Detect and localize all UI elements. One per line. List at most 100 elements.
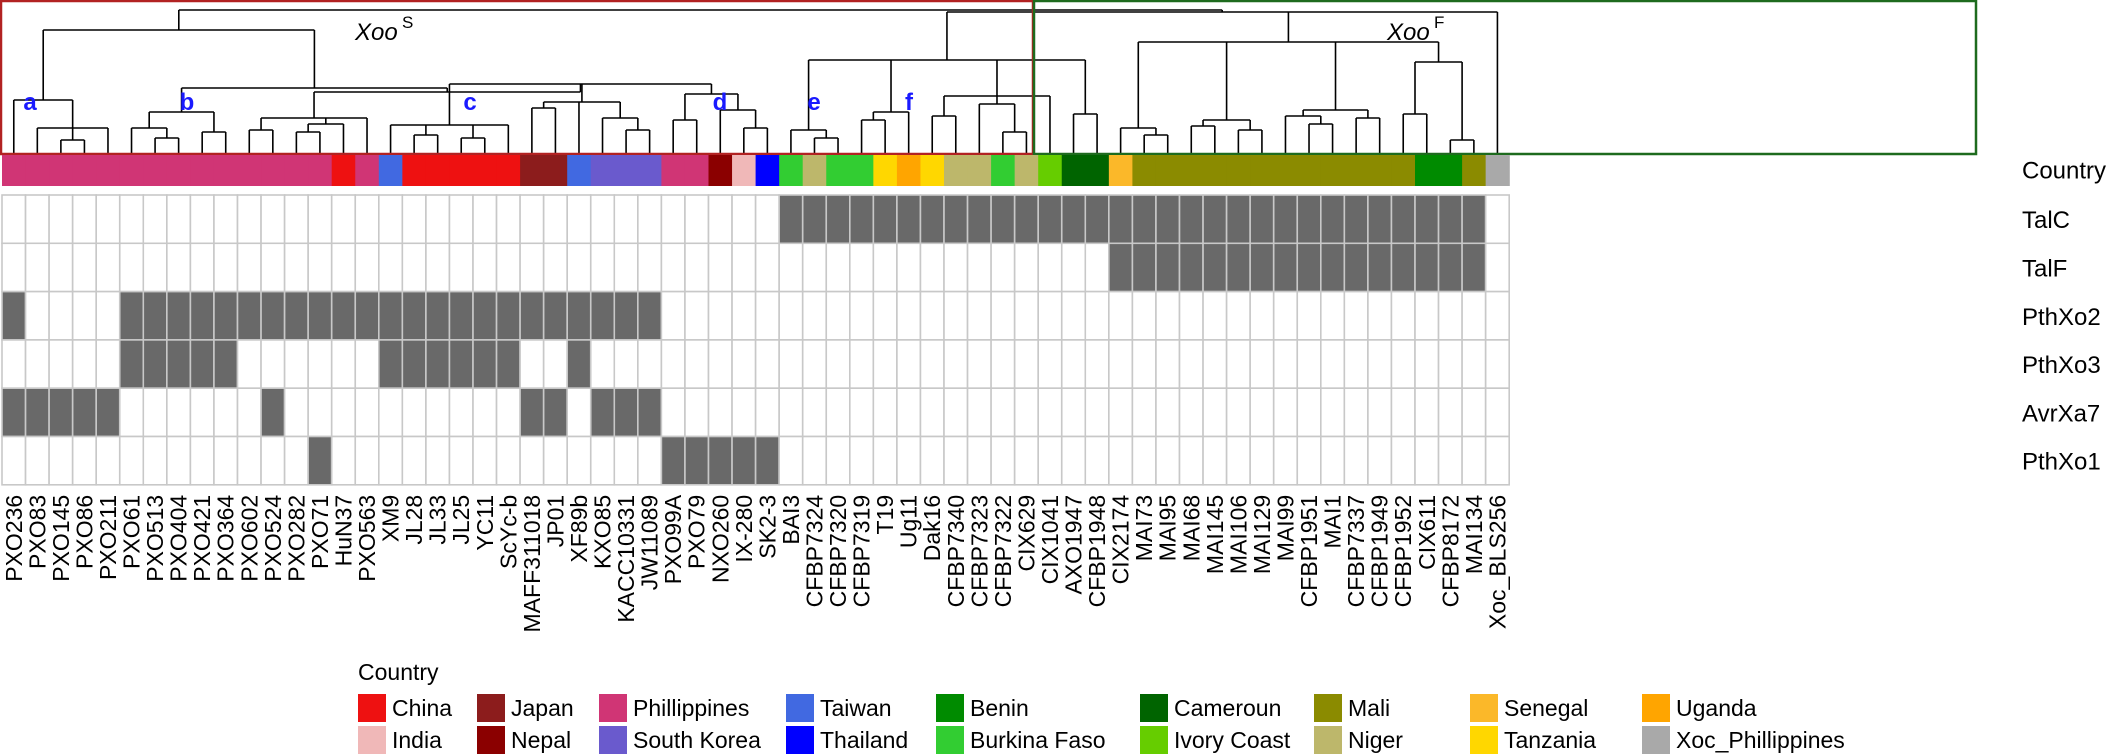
heatmap-cell xyxy=(401,290,427,341)
heatmap-cell xyxy=(707,339,733,389)
heatmap-cell xyxy=(1060,435,1087,486)
heatmap-cell xyxy=(943,339,969,389)
heatmap-cell xyxy=(1084,290,1110,341)
heatmap-cell xyxy=(1249,435,1275,486)
heatmap-cell xyxy=(1272,435,1299,486)
legend-item-label: Niger xyxy=(1348,727,1403,753)
heatmap-cell xyxy=(1131,242,1157,293)
country-cell xyxy=(2,155,27,186)
country-cell xyxy=(1485,155,1510,186)
heatmap-cell xyxy=(260,290,286,341)
heatmap-cell xyxy=(1108,435,1134,486)
country-cell xyxy=(637,155,662,186)
strain-label: PXO524 xyxy=(260,495,286,582)
heatmap-cell xyxy=(189,339,215,389)
heatmap-cell xyxy=(1131,194,1157,245)
heatmap-cell xyxy=(566,387,592,438)
heatmap-cell xyxy=(1225,387,1251,438)
heatmap-cell xyxy=(377,242,404,293)
heatmap-cell xyxy=(307,339,333,389)
country-cell xyxy=(520,155,545,186)
heatmap-cell xyxy=(472,435,498,486)
legend-item-label: Xoc_Phillippines xyxy=(1676,727,1845,753)
clade-boxes: Xoo S Xoo F a b c d e f xyxy=(0,0,1978,156)
heatmap-cell xyxy=(990,194,1016,245)
strain-label: CIX629 xyxy=(1013,495,1039,572)
heatmap-cell xyxy=(260,387,286,438)
heatmap-cell xyxy=(448,242,474,293)
heatmap-cell xyxy=(1084,194,1110,245)
heatmap-cell xyxy=(848,242,875,293)
heatmap-cell xyxy=(1155,194,1181,245)
heatmap-cell xyxy=(236,387,262,438)
legend-item-label: India xyxy=(392,727,442,753)
heatmap-cell xyxy=(943,435,969,486)
heatmap-cell xyxy=(566,435,592,486)
strain-label: CFBP7322 xyxy=(990,495,1016,608)
heatmap-cell xyxy=(566,339,592,389)
heatmap-cell xyxy=(1320,194,1346,245)
heatmap-cell xyxy=(1013,242,1040,293)
heatmap-cell xyxy=(48,290,74,341)
strain-label: CFBP7320 xyxy=(825,495,851,608)
country-cell xyxy=(1462,155,1487,186)
heatmap-cell xyxy=(754,242,780,293)
heatmap-cell xyxy=(330,290,357,341)
heatmap-cell xyxy=(1320,290,1346,341)
heatmap-cell xyxy=(660,290,686,341)
legend-swatch xyxy=(786,726,814,754)
heatmap-cell xyxy=(1343,194,1369,245)
heatmap-cell xyxy=(684,387,710,438)
xoo-f-clade-superscript: F xyxy=(1434,13,1444,32)
heatmap-cell xyxy=(260,194,286,245)
heatmap-cell xyxy=(1249,242,1275,293)
heatmap-cell xyxy=(1320,387,1346,438)
heatmap-cell xyxy=(377,339,404,389)
strain-label: MAI129 xyxy=(1249,495,1275,574)
country-cell xyxy=(1391,155,1416,186)
heatmap-cell xyxy=(95,194,121,245)
heatmap-cell xyxy=(142,435,168,486)
heatmap-cell xyxy=(1367,435,1393,486)
heatmap-cell xyxy=(95,290,121,341)
legend-swatch xyxy=(1140,726,1168,754)
country-cell xyxy=(190,155,215,186)
country-cell xyxy=(873,155,898,186)
heatmap-cell xyxy=(1296,339,1322,389)
heatmap-cell xyxy=(1,387,27,438)
heatmap-cell xyxy=(283,387,309,438)
heatmap-cell xyxy=(684,339,710,389)
heatmap-cell xyxy=(166,290,192,341)
strain-label: CFBP1952 xyxy=(1390,495,1416,608)
xoo-s-clade-superscript: S xyxy=(402,13,413,32)
country-cell xyxy=(425,155,451,186)
country-cell xyxy=(1085,155,1110,186)
heatmap-cell xyxy=(1013,339,1040,389)
heatmap-cell xyxy=(589,242,616,293)
strain-label: YC11 xyxy=(472,495,498,551)
heatmap-cell xyxy=(1272,290,1299,341)
strain-label: MAFF311018 xyxy=(519,495,545,633)
heatmap-cell xyxy=(48,242,74,293)
heatmap-cell xyxy=(825,435,851,486)
country-cell xyxy=(779,155,804,186)
heatmap-cell xyxy=(801,194,828,245)
heatmap-cell xyxy=(872,387,898,438)
heatmap-cell xyxy=(307,290,333,341)
heatmap-cell xyxy=(1202,435,1228,486)
heatmap-cell xyxy=(1249,339,1275,389)
heatmap-cell xyxy=(1296,194,1322,245)
heatmap-cell xyxy=(1414,194,1440,245)
heatmap-cell xyxy=(495,435,521,486)
heatmap-cell xyxy=(1037,194,1063,245)
heatmap-cell xyxy=(142,242,168,293)
heatmap-cell xyxy=(1,339,27,389)
heatmap-cell xyxy=(1343,242,1369,293)
heatmap-cell xyxy=(660,435,686,486)
strain-label: CFBP7324 xyxy=(801,495,827,608)
heatmap-cell xyxy=(1,290,27,341)
heatmap-cell xyxy=(1131,435,1157,486)
strain-label: CFBP8172 xyxy=(1437,495,1463,608)
country-cell xyxy=(1203,155,1228,186)
heatmap-cell xyxy=(1108,242,1134,293)
